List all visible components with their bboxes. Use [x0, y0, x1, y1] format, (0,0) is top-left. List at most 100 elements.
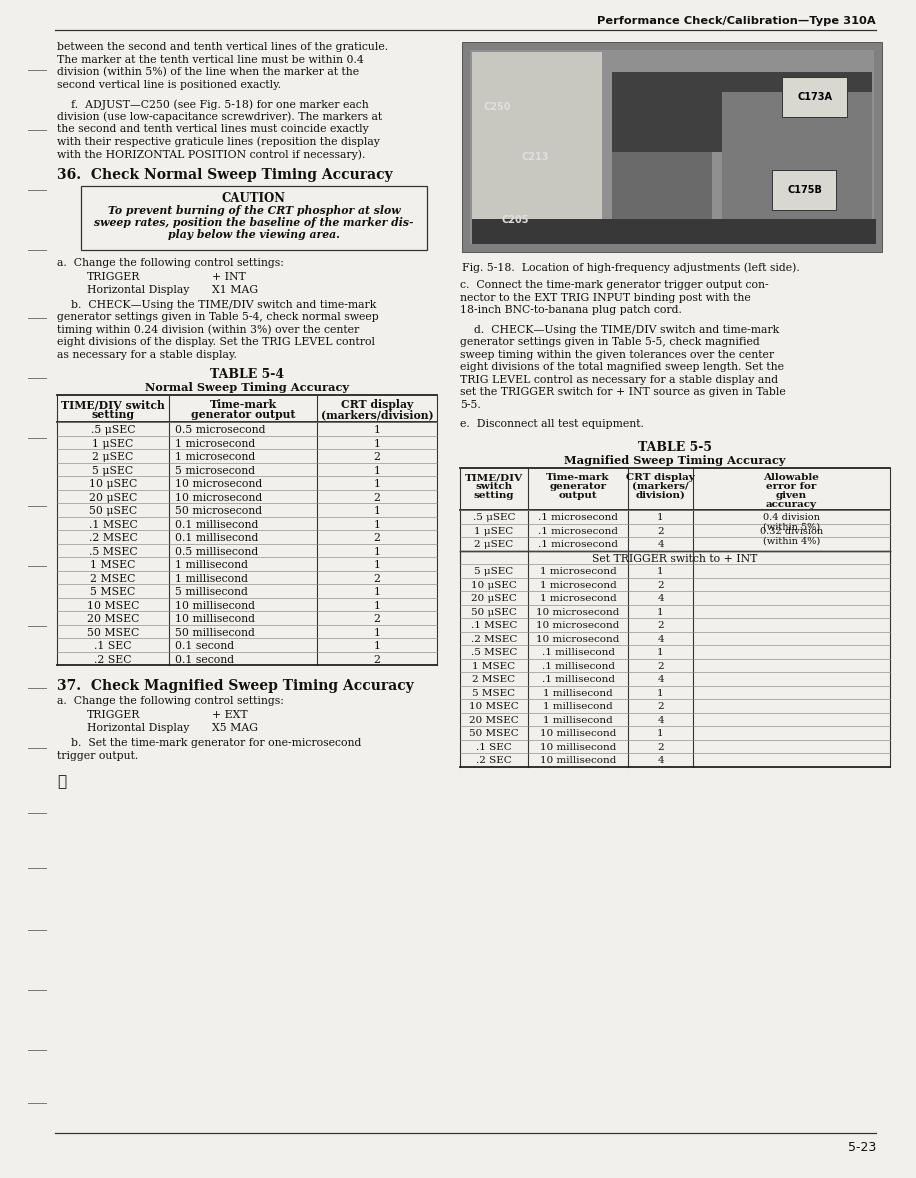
- Text: 0.1 second: 0.1 second: [175, 655, 234, 664]
- Text: error for: error for: [767, 482, 817, 491]
- Text: trigger output.: trigger output.: [57, 750, 138, 761]
- Text: C250: C250: [484, 102, 511, 112]
- Text: .5 MSEC: .5 MSEC: [471, 648, 518, 657]
- Text: 5 μSEC: 5 μSEC: [474, 567, 514, 576]
- Text: setting: setting: [474, 491, 514, 499]
- Text: 1: 1: [657, 688, 664, 697]
- Text: Normal Sweep Timing Accuracy: Normal Sweep Timing Accuracy: [145, 382, 349, 393]
- Text: d.  CHECK—Using the TIME/DIV switch and time-mark: d. CHECK—Using the TIME/DIV switch and t…: [460, 324, 780, 335]
- Text: .1 microsecond: .1 microsecond: [538, 527, 618, 536]
- Text: e.  Disconnect all test equipment.: e. Disconnect all test equipment.: [460, 419, 644, 429]
- Text: 2: 2: [657, 662, 664, 670]
- Text: TIME/DIV: TIME/DIV: [465, 474, 523, 482]
- Text: 2: 2: [657, 527, 664, 536]
- Text: c.  Connect the time-mark generator trigger output con-: c. Connect the time-mark generator trigg…: [460, 280, 769, 290]
- Text: C213: C213: [522, 152, 550, 163]
- Text: 50 millisecond: 50 millisecond: [175, 628, 255, 637]
- Text: 4: 4: [657, 540, 664, 549]
- Text: play below the viewing area.: play below the viewing area.: [168, 229, 340, 239]
- Text: a.  Change the following control settings:: a. Change the following control settings…: [57, 696, 284, 706]
- Text: generator settings given in Table 5-5, check magnified: generator settings given in Table 5-5, c…: [460, 337, 759, 348]
- Text: 1: 1: [657, 512, 664, 522]
- Text: 50 microsecond: 50 microsecond: [175, 507, 262, 516]
- Text: b.  CHECK—Using the TIME/DIV switch and time-mark: b. CHECK—Using the TIME/DIV switch and t…: [57, 299, 376, 310]
- Text: 1: 1: [657, 648, 664, 657]
- Text: 50 MSEC: 50 MSEC: [87, 628, 139, 637]
- Text: 5-23: 5-23: [847, 1141, 876, 1154]
- Text: + EXT: + EXT: [212, 710, 247, 720]
- Text: Fig. 5-18.  Location of high-frequency adjustments (left side).: Fig. 5-18. Location of high-frequency ad…: [462, 262, 800, 272]
- Text: division): division): [636, 491, 685, 499]
- Text: 10 millisecond: 10 millisecond: [540, 729, 616, 737]
- Text: 10 microsecond: 10 microsecond: [536, 621, 620, 630]
- Text: generator output: generator output: [191, 409, 295, 421]
- Text: 2 MSEC: 2 MSEC: [91, 574, 136, 583]
- Text: C173A: C173A: [797, 92, 832, 102]
- Text: 50 μSEC: 50 μSEC: [471, 608, 517, 616]
- Text: To prevent burning of the CRT phosphor at slow: To prevent burning of the CRT phosphor a…: [108, 205, 400, 216]
- Text: TRIG LEVEL control as necessary for a stable display and: TRIG LEVEL control as necessary for a st…: [460, 375, 778, 384]
- Text: 1 millisecond: 1 millisecond: [543, 715, 613, 724]
- Text: generator settings given in Table 5-4, check normal sweep: generator settings given in Table 5-4, c…: [57, 312, 378, 322]
- Text: second vertical line is positioned exactly.: second vertical line is positioned exact…: [57, 79, 281, 90]
- Text: as necessary for a stable display.: as necessary for a stable display.: [57, 350, 237, 359]
- Text: 0.1 second: 0.1 second: [175, 641, 234, 651]
- Text: 1 MSEC: 1 MSEC: [91, 560, 136, 570]
- Text: 1: 1: [374, 547, 380, 556]
- Text: .1 SEC: .1 SEC: [476, 742, 512, 752]
- Text: 1: 1: [374, 587, 380, 597]
- Text: 0.1 millisecond: 0.1 millisecond: [175, 519, 258, 529]
- Text: 2: 2: [657, 702, 664, 712]
- Text: .5 MSEC: .5 MSEC: [89, 547, 137, 556]
- Text: X1 MAG: X1 MAG: [212, 285, 258, 294]
- Text: X5 MAG: X5 MAG: [212, 723, 258, 733]
- Text: 5 MSEC: 5 MSEC: [473, 688, 516, 697]
- Text: 1 millisecond: 1 millisecond: [175, 574, 248, 583]
- Text: eight divisions of the total magnified sweep length. Set the: eight divisions of the total magnified s…: [460, 362, 784, 372]
- Text: 1: 1: [374, 438, 380, 449]
- Text: (markers/: (markers/: [632, 482, 689, 491]
- Text: 10 μSEC: 10 μSEC: [471, 581, 517, 589]
- Text: .2 MSEC: .2 MSEC: [89, 532, 137, 543]
- Text: 4: 4: [657, 715, 664, 724]
- Text: Set TRIGGER switch to + INT: Set TRIGGER switch to + INT: [593, 554, 758, 563]
- Text: 1 μSEC: 1 μSEC: [93, 438, 134, 449]
- Text: 4: 4: [657, 594, 664, 603]
- Text: 37.  Check Magnified Sweep Timing Accuracy: 37. Check Magnified Sweep Timing Accurac…: [57, 679, 414, 693]
- Text: .1 microsecond: .1 microsecond: [538, 512, 618, 522]
- Text: CRT display: CRT display: [627, 474, 695, 482]
- Text: Ⓐ: Ⓐ: [57, 775, 66, 789]
- Text: C175B: C175B: [787, 185, 822, 196]
- Text: 2: 2: [374, 492, 380, 503]
- Text: set the TRIGGER switch for + INT source as given in Table: set the TRIGGER switch for + INT source …: [460, 388, 786, 397]
- Bar: [472, 219, 876, 244]
- Text: given: given: [776, 491, 807, 499]
- Text: 1: 1: [374, 560, 380, 570]
- Text: 1: 1: [657, 608, 664, 616]
- Text: 0.5 microsecond: 0.5 microsecond: [175, 425, 266, 435]
- Text: with the HORIZONTAL POSITION control if necessary).: with the HORIZONTAL POSITION control if …: [57, 148, 365, 159]
- Text: 1 MSEC: 1 MSEC: [473, 662, 516, 670]
- Text: division (use low-capacitance screwdriver). The markers at: division (use low-capacitance screwdrive…: [57, 112, 382, 123]
- Text: 5 MSEC: 5 MSEC: [91, 587, 136, 597]
- Text: 4: 4: [657, 675, 664, 684]
- Text: 10 microsecond: 10 microsecond: [175, 479, 262, 489]
- Text: TRIGGER: TRIGGER: [87, 271, 140, 282]
- Bar: [462, 42, 882, 252]
- Text: 2: 2: [657, 621, 664, 630]
- Text: sweep rates, position the baseline of the marker dis-: sweep rates, position the baseline of th…: [94, 217, 414, 227]
- Text: .1 millisecond: .1 millisecond: [541, 662, 615, 670]
- Text: .2 SEC: .2 SEC: [476, 756, 512, 765]
- Text: 10 microsecond: 10 microsecond: [175, 492, 262, 503]
- Text: 1 millisecond: 1 millisecond: [543, 688, 613, 697]
- Text: 20 MSEC: 20 MSEC: [87, 614, 139, 624]
- Text: .1 microsecond: .1 microsecond: [538, 540, 618, 549]
- Text: .1 MSEC: .1 MSEC: [471, 621, 518, 630]
- Text: Horizontal Display: Horizontal Display: [87, 285, 190, 294]
- Text: 0.1 millisecond: 0.1 millisecond: [175, 532, 258, 543]
- Text: (within 4%): (within 4%): [763, 536, 820, 545]
- Text: .5 μSEC: .5 μSEC: [473, 512, 515, 522]
- Text: TABLE 5-4: TABLE 5-4: [210, 368, 284, 380]
- Text: 2: 2: [374, 574, 380, 583]
- Bar: [722, 92, 872, 241]
